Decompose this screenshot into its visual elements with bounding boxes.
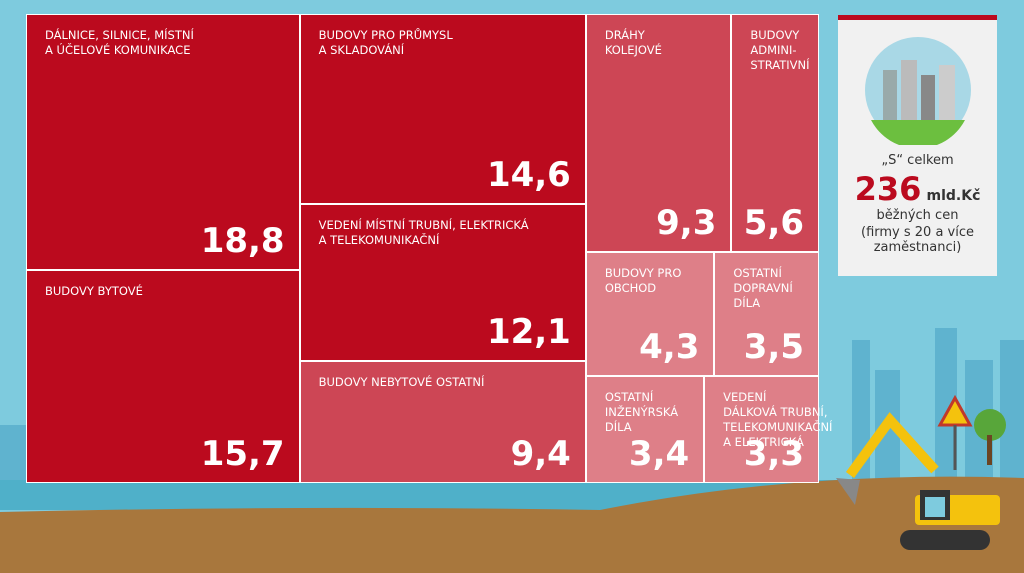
tile-label: OSTATNÍ DOPRAVNÍ DÍLA [733, 265, 793, 310]
tile-value: 15,7 [200, 433, 285, 474]
tile-label: OSTATNÍ INŽENÝRSKÁ DÍLA [604, 390, 679, 435]
tile-label: BUDOVY NEBYTOVÉ OSTATNÍ [318, 374, 485, 389]
tile-label: DRÁHY KOLEJOVÉ [604, 28, 662, 57]
tile-value: 14,6 [486, 154, 571, 195]
summary-unit: mld.Kč [926, 188, 981, 204]
tile-label: BUDOVY ADMINI- STRATIVNÍ [750, 28, 810, 72]
treemap-tile: DÁLNICE, SILNICE, MÍSTNÍ A ÚČELOVÉ KOMUN… [26, 14, 300, 270]
treemap-tile: DRÁHY KOLEJOVÉ 9,3 [585, 14, 732, 252]
tile-value: 12,1 [486, 311, 571, 352]
tile-label: BUDOVY BYTOVÉ [45, 283, 143, 298]
treemap-tile: BUDOVY PRO PRŮMYSL A SKLADOVÁNÍ 14,6 [299, 14, 586, 204]
tile-label: DÁLNICE, SILNICE, MÍSTNÍ A ÚČELOVÉ KOMUN… [45, 28, 194, 57]
tile-label: BUDOVY PRO OBCHOD [604, 265, 682, 295]
treemap-tile: BUDOVY NEBYTOVÉ OSTATNÍ 9,4 [299, 360, 586, 483]
treemap-tile: BUDOVY PRO OBCHOD 4,3 [585, 251, 715, 377]
tile-value: 3,4 [628, 433, 690, 474]
tile-value: 18,8 [200, 220, 285, 261]
treemap-tile: OSTATNÍ DOPRAVNÍ DÍLA 3,5 [714, 251, 819, 377]
summary-label: „S“ celkem [881, 153, 954, 168]
tile-value: 3,5 [743, 327, 804, 368]
summary-note: (firmy s 20 a více zaměstnanci) [861, 225, 974, 255]
treemap-tile: VEDENÍ DÁLKOVÁ TRUBNÍ, TELEKOMUNIKAČNÍ A… [704, 376, 832, 483]
summary-panel: „S“ celkem 236 mld.Kč běžných cen (firmy… [838, 15, 997, 276]
city-icon [864, 37, 971, 149]
treemap-tile: BUDOVY BYTOVÉ 15,7 [26, 269, 300, 483]
tile-label: VEDENÍ MÍSTNÍ TRUBNÍ, ELEKTRICKÁ A TELEK… [318, 217, 529, 247]
summary-total: 236 [854, 170, 922, 208]
tile-value: 4,3 [639, 327, 700, 368]
treemap-tile: VEDENÍ MÍSTNÍ TRUBNÍ, ELEKTRICKÁ A TELEK… [299, 203, 586, 361]
tile-label: VEDENÍ DÁLKOVÁ TRUBNÍ, TELEKOMUNIKAČNÍ A… [723, 390, 833, 450]
tile-value: 5,6 [743, 202, 804, 243]
tile-label: BUDOVY PRO PRŮMYSL A SKLADOVÁNÍ [318, 28, 453, 57]
treemap-tile: BUDOVY ADMINI- STRATIVNÍ 5,6 [731, 14, 819, 252]
tile-value: 9,4 [510, 433, 571, 474]
summary-note: běžných cen [876, 208, 959, 223]
tile-value: 9,3 [656, 202, 717, 243]
treemap-tile: OSTATNÍ INŽENÝRSKÁ DÍLA 3,4 [585, 376, 705, 483]
tile-value: 3,3 [743, 433, 804, 474]
